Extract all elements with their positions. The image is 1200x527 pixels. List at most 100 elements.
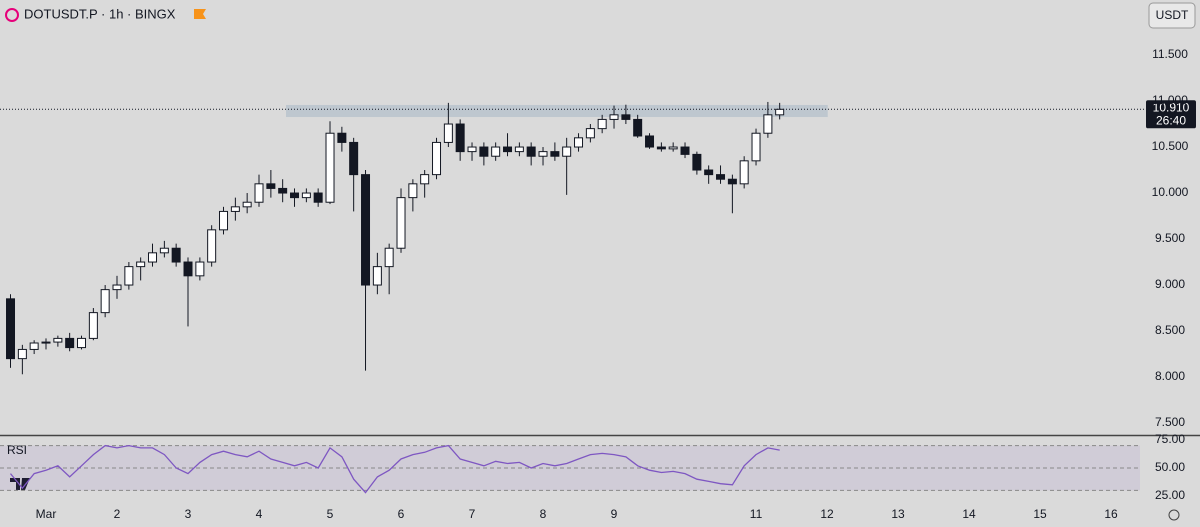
x-tick-label: 14 <box>962 507 976 521</box>
candle-body <box>467 146 477 153</box>
candle-body <box>242 201 252 208</box>
y-tick-label: 10.000 <box>1152 185 1189 199</box>
candle-body <box>65 337 75 349</box>
candle-body <box>159 247 169 254</box>
candle-body <box>301 192 311 199</box>
flag-icon[interactable] <box>194 9 206 19</box>
x-tick-label: 11 <box>750 507 763 521</box>
x-tick-label: 2 <box>114 507 121 521</box>
candle-body <box>136 261 146 268</box>
y-tick-label: 8.000 <box>1155 369 1185 383</box>
candle-body <box>219 210 229 231</box>
candle-body <box>290 192 300 199</box>
x-tick-label: 8 <box>540 507 547 521</box>
candle-body <box>396 197 406 249</box>
candle-body <box>668 146 678 150</box>
candle-body <box>41 341 51 344</box>
rsi-tick-label: 50.00 <box>1155 460 1185 474</box>
candle-body <box>716 174 726 180</box>
y-tick-label: 10.500 <box>1152 139 1189 153</box>
candle-body <box>704 169 714 176</box>
candle-body <box>17 348 27 360</box>
candle-body <box>420 174 430 185</box>
candle-body <box>739 160 749 185</box>
candle-body <box>538 151 548 157</box>
x-tick-label: 6 <box>398 507 405 521</box>
candle-body <box>6 298 16 360</box>
candle-body <box>526 146 536 157</box>
rsi-tick-label: 75.00 <box>1155 432 1185 446</box>
candle-body <box>656 146 666 150</box>
candle-body <box>361 174 371 286</box>
candle-body <box>88 312 98 339</box>
candle-body <box>183 261 193 277</box>
y-tick-label: 11.000 <box>1152 93 1188 107</box>
candle-body <box>337 132 347 143</box>
tv-logo <box>10 478 30 490</box>
candle-body <box>230 206 240 212</box>
candle-body <box>680 146 690 155</box>
candle-body <box>195 261 205 277</box>
candle-body <box>491 146 501 157</box>
symbol-logo <box>5 8 19 22</box>
y-tick-label: 7.500 <box>1155 415 1185 429</box>
candle-body <box>585 128 595 139</box>
candle-body <box>574 137 584 148</box>
candle-body <box>763 114 773 134</box>
candle-body <box>384 247 394 268</box>
x-tick-label: 9 <box>611 507 618 521</box>
candle-body <box>254 183 264 203</box>
candle-body <box>266 183 276 189</box>
x-tick-label: 5 <box>327 507 334 521</box>
candle-body <box>408 183 418 199</box>
candle-body <box>171 247 181 263</box>
resistance-zone <box>285 104 828 118</box>
x-tick-label: 4 <box>256 507 263 521</box>
candle-body <box>751 132 761 162</box>
candle-body <box>278 187 288 194</box>
candle-body <box>313 192 323 203</box>
candle-body <box>479 146 489 157</box>
currency-button[interactable] <box>1148 2 1196 29</box>
candle-body <box>53 337 63 343</box>
symbol-title: DOTUSDT.P · 1h · BINGX <box>24 6 176 21</box>
candle-body <box>148 252 158 263</box>
candle-body <box>443 123 453 143</box>
candle-body <box>597 118 607 130</box>
rsi-tick-label: 25.00 <box>1155 488 1185 502</box>
candle-body <box>77 337 87 349</box>
candle-body <box>514 146 524 153</box>
x-tick-label: Mar <box>36 507 57 521</box>
candle-body <box>775 108 785 116</box>
candle-body <box>325 132 335 203</box>
rsi-line <box>9 444 780 494</box>
candle-body <box>349 141 359 176</box>
candle-body <box>432 141 442 176</box>
candle-body <box>124 266 134 286</box>
currency-button-label[interactable]: USDT <box>1156 8 1189 22</box>
last-price-box <box>1146 100 1196 129</box>
x-tick-label: 12 <box>820 507 834 521</box>
candle-body <box>112 284 122 291</box>
last-price-label: 10.910 <box>1153 100 1190 114</box>
candle-body <box>550 151 560 157</box>
y-tick-label: 11.500 <box>1152 47 1188 61</box>
x-tick-label: 3 <box>185 507 192 521</box>
candle-body <box>727 178 737 185</box>
candle-body <box>372 266 382 286</box>
y-tick-label: 9.500 <box>1155 231 1185 245</box>
candle-body <box>621 114 631 120</box>
candle-body <box>207 229 217 263</box>
y-tick-label: 9.000 <box>1155 277 1185 291</box>
candle-body <box>692 153 702 171</box>
candle-body <box>100 289 110 314</box>
candle-body <box>455 123 465 153</box>
rsi-label: RSI <box>7 443 27 457</box>
settings-icon[interactable] <box>1168 509 1180 521</box>
candle-body <box>503 146 513 153</box>
y-tick-label: 8.500 <box>1155 323 1185 337</box>
candle-body <box>609 114 619 120</box>
candle-body <box>29 342 39 350</box>
candle-body <box>562 146 572 157</box>
candle-body <box>645 135 655 148</box>
